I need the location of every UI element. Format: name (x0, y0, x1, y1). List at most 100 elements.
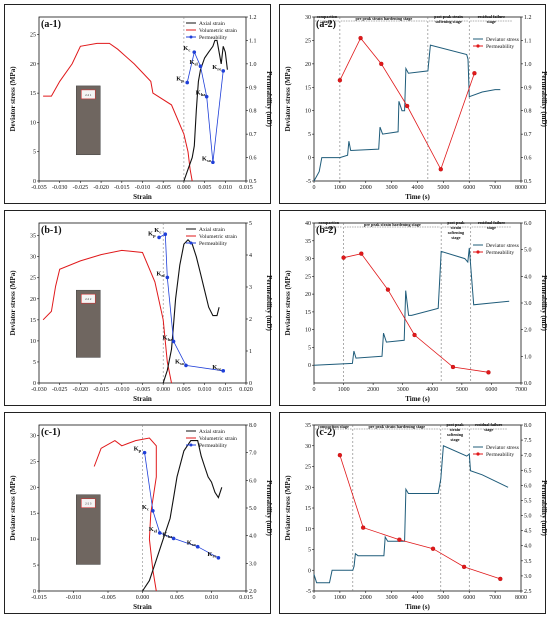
y2-tick-label: 5.0 (524, 514, 532, 520)
stage-label: residual failure (475, 422, 502, 427)
y-tick-label: 0 (33, 179, 36, 185)
x-tick-label: 3000 (397, 387, 409, 393)
permeability-point-label: Kc (142, 504, 149, 512)
stage-label: residual failure (478, 220, 505, 225)
permeability-point (498, 576, 503, 582)
chart-a-1: -0.035 -0.030 -0.025 -0.020 -0.015 -0.010 -0.0… (9, 15, 273, 201)
y-tick-label: 35 (305, 239, 311, 245)
stage-label: pre peak strain hardening stage (356, 16, 413, 21)
y2-tick-label: 3.0 (249, 561, 257, 567)
permeability-point (163, 232, 168, 236)
x-tick-label: 1000 (334, 595, 346, 601)
permeability-point (185, 80, 190, 85)
panel-label: (a-1) (41, 19, 61, 30)
permeability-point (385, 287, 391, 292)
y-tick-label: 0 (308, 156, 311, 162)
x-tick-label: 7000 (489, 595, 501, 601)
y-tick-label: 30 (30, 433, 36, 439)
x-tick-label: 6000 (463, 595, 475, 601)
y-tick-label: 20 (30, 62, 36, 68)
y2-tick-label: 4.0 (524, 544, 532, 550)
y-tick-label: 10 (30, 537, 36, 543)
y2-tick-label: 1.0 (524, 62, 532, 68)
permeability-point (204, 94, 209, 99)
legend-entry: Permeability (486, 44, 514, 50)
x-tick-label: 0 (313, 185, 316, 191)
stage-label: stage (324, 225, 333, 230)
permeability-point (461, 564, 467, 570)
y2-tick-label: 5.0 (524, 248, 532, 254)
x-axis-label: Time (s) (405, 603, 430, 611)
x-tick-label: 0.005 (198, 185, 212, 191)
y-tick-label: 10 (305, 109, 311, 115)
y2-tick-label: 6.0 (249, 478, 257, 484)
x-tick-label: 0.020 (239, 387, 253, 393)
y-tick-label: 25 (30, 459, 36, 465)
stage-label: stage (322, 19, 331, 24)
y-axis-label: Deviator stress (MPa) (9, 270, 17, 336)
permeability-line (339, 455, 501, 580)
permeability-point (397, 537, 402, 542)
specimen-photo (76, 85, 101, 156)
axial-strain-line (183, 39, 228, 182)
x-tick-label: 4000 (412, 185, 424, 191)
legend-entry: Axial strain (199, 227, 225, 233)
x-tick-label: 0.015 (219, 387, 233, 393)
y2-tick-label: 6.5 (524, 468, 532, 474)
permeability-point (486, 370, 491, 375)
y-tick-label: 20 (30, 297, 36, 303)
y-axis-label: Deviator stress (MPa) (9, 66, 17, 132)
y2-axis-label: Permeability (mD) (265, 71, 273, 127)
permeability-point (221, 69, 226, 73)
permeability-point (337, 453, 343, 458)
y2-tick-label: 1 (249, 349, 252, 355)
y2-tick-label: 0.8 (524, 109, 532, 115)
axial-strain-line (162, 239, 220, 384)
permeability-point (412, 332, 417, 338)
permeability-point-label: Kc (183, 45, 190, 53)
permeability-point (361, 525, 366, 530)
permeability-point-label: Kso (187, 540, 197, 548)
y2-tick-label: 5.5 (524, 498, 532, 504)
x-tick-label: -0.015 (31, 595, 47, 601)
y-tick-label: 35 (305, 423, 311, 429)
x-tick-label: -0.005 (135, 387, 151, 393)
y2-tick-label: 0.6 (249, 156, 257, 162)
stage-label: stage (451, 235, 460, 240)
y-tick-label: -5 (306, 589, 311, 595)
stage-label: post peak (447, 220, 465, 225)
permeability-point (405, 103, 410, 109)
panel-label: (a-2) (316, 19, 336, 30)
y2-tick-label: 5 (249, 221, 252, 227)
permeability-point-label: Kre (212, 64, 221, 71)
permeability-point-label: Kel (156, 270, 165, 278)
x-tick-label: 0.005 (177, 387, 191, 393)
chart-b-2: 0 1000 2000 3000 4000 5000 6000 7000 0 5 10 15 20 25 3… (284, 220, 548, 403)
stage-label: stage (484, 427, 493, 432)
stage-label: compaction (317, 14, 338, 19)
y-tick-label: 25 (30, 33, 36, 39)
y2-tick-label: 1.2 (524, 15, 532, 21)
y2-tick-label: 0.9 (524, 85, 532, 91)
permeability-point (192, 50, 197, 54)
stage-label: softening (447, 432, 464, 437)
plot-frame (38, 222, 247, 384)
y-tick-label: 15 (305, 85, 311, 91)
x-tick-label: 7000 (489, 185, 501, 191)
y2-tick-label: 0.7 (524, 132, 532, 138)
permeability-line (343, 253, 489, 373)
permeability-point (157, 531, 162, 535)
permeability-point-label: Kso (202, 155, 212, 163)
legend-entry: Deviator stress (486, 445, 519, 451)
x-tick-label: -0.015 (114, 185, 130, 191)
y-tick-label: 25 (30, 276, 36, 282)
legend-marker (476, 250, 480, 254)
y-tick-label: 10 (30, 120, 36, 126)
legend-entry: Deviator stress (486, 37, 519, 43)
y-tick-label: 0 (33, 589, 36, 595)
y2-tick-label: 0.5 (524, 179, 532, 185)
x-tick-label: 4000 (426, 387, 438, 393)
y-tick-label: 25 (305, 274, 311, 280)
x-tick-label: -0.005 (100, 595, 116, 601)
y2-tick-label: 2 (249, 317, 252, 323)
